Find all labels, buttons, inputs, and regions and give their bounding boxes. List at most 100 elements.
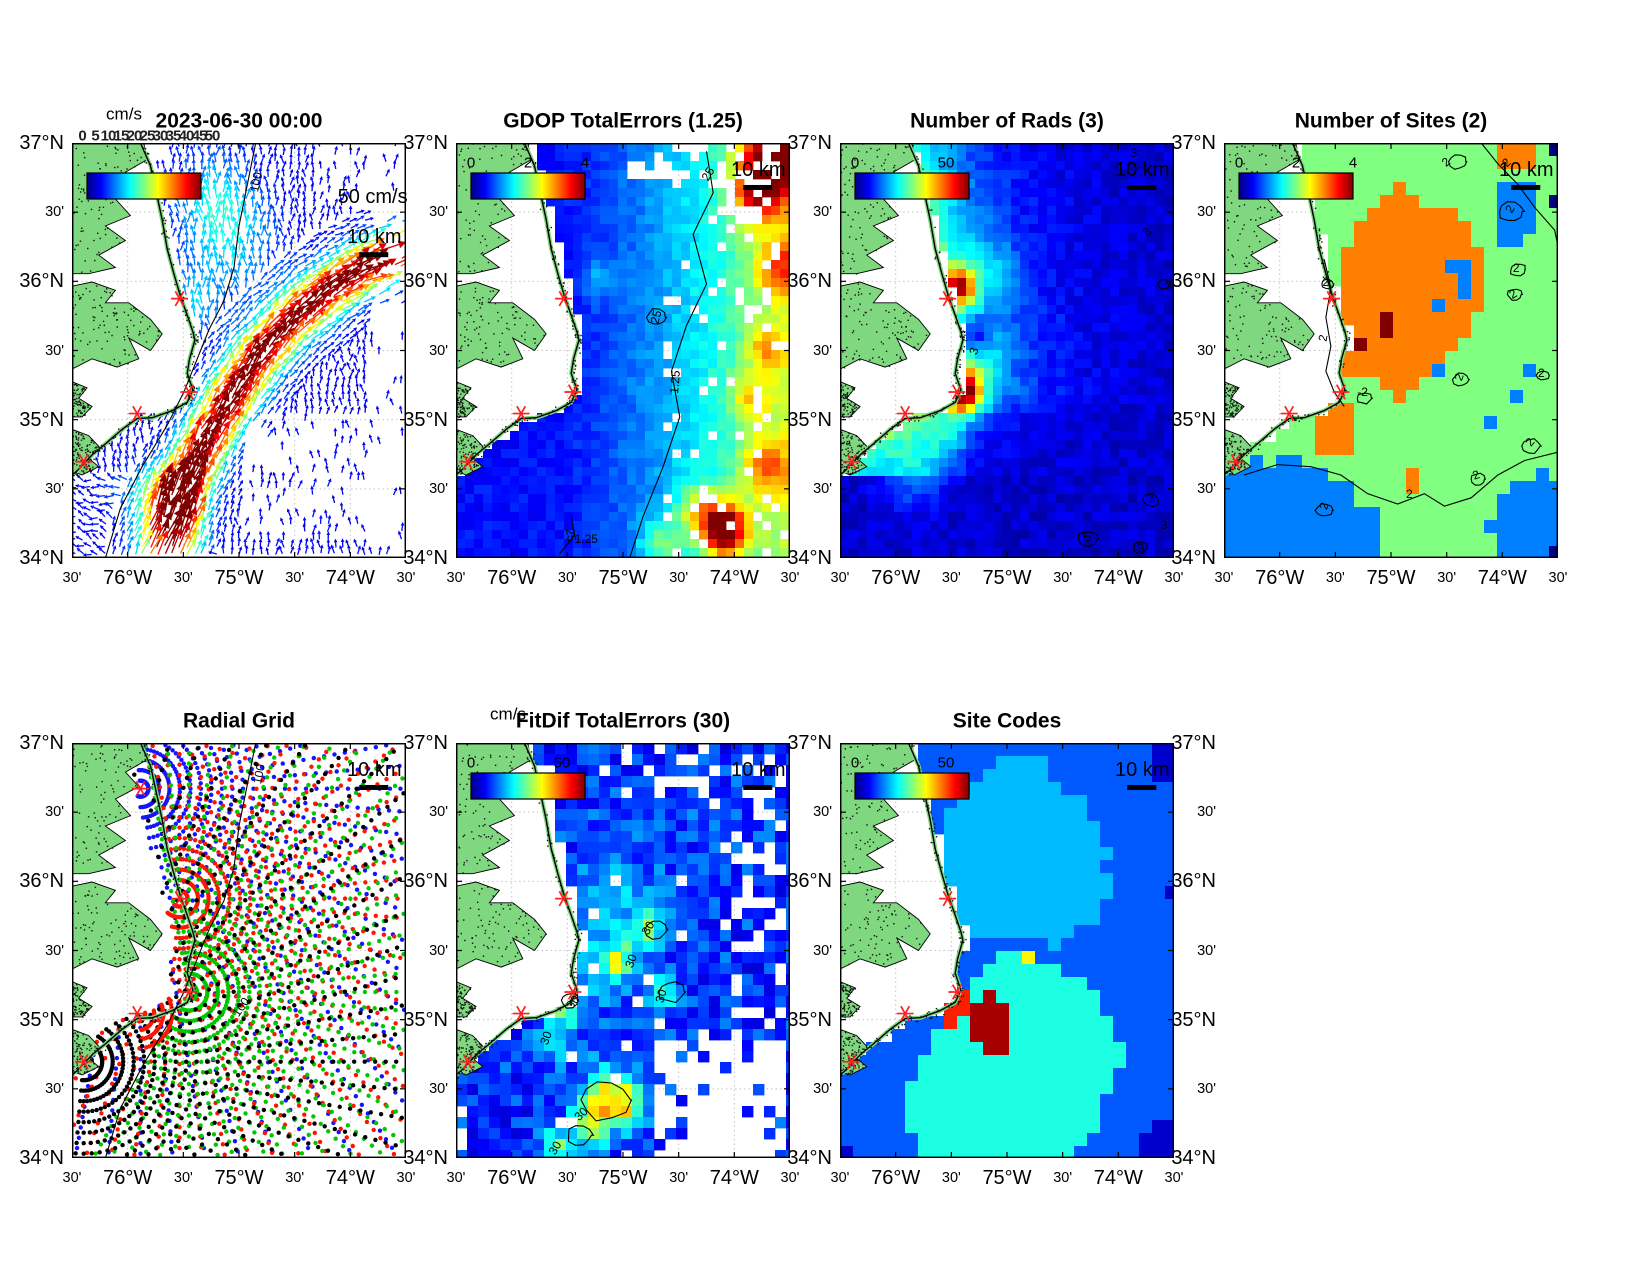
y-tick-label: 30' bbox=[429, 342, 448, 359]
y-tick-label: 37°N bbox=[19, 132, 64, 154]
contour-label: 3 bbox=[1165, 279, 1173, 294]
panel-numrads: 0 50 10 km Number of Rads (3) 37°N 30' 36°N 30'… bbox=[787, 111, 1183, 589]
x-tick-label: 30' bbox=[1437, 569, 1457, 586]
y-tick-label: 37°N bbox=[1171, 132, 1216, 154]
colorbar-tick: 15 bbox=[113, 127, 130, 145]
contour-label: 1.25 bbox=[574, 532, 598, 547]
y-tick-label: 34°N bbox=[787, 547, 832, 569]
x-tick-label: 30' bbox=[62, 1169, 82, 1186]
x-tick-label: 76°W bbox=[487, 1167, 537, 1189]
colorbar-units-label: cm/s bbox=[490, 704, 526, 724]
contour-label: 1.25 bbox=[666, 369, 683, 394]
x-tick-label: 30' bbox=[446, 1169, 466, 1186]
y-tick-label: 35°N bbox=[19, 408, 64, 431]
y-tick-label: 36°N bbox=[19, 270, 64, 293]
scalebar-label: 10 km bbox=[1115, 758, 1170, 781]
x-tick-label: 30' bbox=[446, 569, 466, 586]
y-tick-label: 30' bbox=[429, 1080, 448, 1097]
y-tick-label: 34°N bbox=[19, 1147, 64, 1169]
x-tick-label: 75°W bbox=[598, 1167, 648, 1189]
colorbar-tick: 50 bbox=[937, 754, 955, 772]
x-tick-label: 30' bbox=[173, 1169, 193, 1186]
x-tick-label: 76°W bbox=[103, 1167, 153, 1189]
colorbar-units-label: cm/s bbox=[106, 104, 142, 124]
colorbar-tick: 4 bbox=[1348, 154, 1358, 172]
y-tick-label: 37°N bbox=[19, 732, 64, 754]
x-tick-label: 76°W bbox=[103, 567, 153, 589]
colorbar-tick: 0 bbox=[850, 154, 860, 172]
y-tick-label: 30' bbox=[45, 342, 64, 359]
panel-numrads-map-canvas bbox=[840, 143, 1174, 558]
contour-label: 3 bbox=[1160, 517, 1168, 532]
contour-label: 2 bbox=[1406, 486, 1413, 501]
colorbar-tick: 10 bbox=[100, 127, 117, 145]
x-tick-label: 30' bbox=[396, 569, 416, 586]
y-tick-label: 30' bbox=[1197, 1080, 1216, 1097]
scalebar-label: 10 km bbox=[347, 226, 402, 249]
x-tick-label: 74°W bbox=[1093, 567, 1143, 589]
x-tick-label: 30' bbox=[285, 569, 305, 586]
x-tick-label: 30' bbox=[1325, 569, 1345, 586]
x-tick-label: 30' bbox=[669, 569, 689, 586]
x-tick-label: 30' bbox=[173, 569, 193, 586]
x-tick-label: 76°W bbox=[871, 1167, 921, 1189]
x-tick-label: 30' bbox=[830, 1169, 850, 1186]
y-tick-label: 35°N bbox=[1171, 408, 1216, 431]
y-tick-label: 30' bbox=[813, 942, 832, 959]
y-tick-label: 30' bbox=[1197, 203, 1216, 220]
x-tick-label: 30' bbox=[1053, 1169, 1073, 1186]
y-tick-label: 30' bbox=[1197, 342, 1216, 359]
y-tick-label: 30' bbox=[813, 342, 832, 359]
panel-title: Number of Sites (2) bbox=[1294, 109, 1488, 133]
contour-label: 3 bbox=[1130, 146, 1138, 161]
x-tick-label: 30' bbox=[396, 1169, 416, 1186]
y-tick-label: 34°N bbox=[19, 547, 64, 569]
x-tick-label: 76°W bbox=[871, 567, 921, 589]
x-tick-label: 30' bbox=[669, 1169, 689, 1186]
y-tick-label: 30' bbox=[1197, 803, 1216, 820]
x-tick-label: 30' bbox=[830, 569, 850, 586]
y-tick-label: 30' bbox=[45, 1080, 64, 1097]
panel-currents: 0 5 10 15 20 25 30 35 40 45 50 cm/s 50 cm/s 10 km 2023… bbox=[19, 106, 415, 589]
y-tick-label: 37°N bbox=[403, 132, 448, 154]
y-tick-label: 30' bbox=[813, 1080, 832, 1097]
y-tick-label: 37°N bbox=[403, 732, 448, 754]
y-tick-label: 36°N bbox=[19, 870, 64, 893]
colorbar-tick: 20 bbox=[126, 127, 143, 145]
y-tick-label: 36°N bbox=[1171, 270, 1216, 293]
x-tick-label: 74°W bbox=[1477, 567, 1527, 589]
y-tick-label: 34°N bbox=[1171, 1147, 1216, 1169]
colorbar-tick: 50 bbox=[937, 154, 955, 172]
y-tick-label: 30' bbox=[45, 203, 64, 220]
y-tick-label: 30' bbox=[429, 203, 448, 220]
y-tick-label: 35°N bbox=[403, 1008, 448, 1031]
y-tick-label: 30' bbox=[429, 480, 448, 497]
x-tick-label: 30' bbox=[62, 569, 82, 586]
panel-gdop-map-canvas bbox=[456, 143, 790, 558]
colorbar-tick: 2 bbox=[523, 154, 533, 172]
x-tick-label: 75°W bbox=[982, 567, 1032, 589]
x-tick-label: 75°W bbox=[598, 567, 648, 589]
panel-gdop: 0 2 4 10 km GDOP TotalErrors (1.25) 37°N 30' 36… bbox=[403, 111, 799, 589]
x-tick-label: 74°W bbox=[709, 567, 759, 589]
colorbar-tick: 0 bbox=[850, 754, 860, 772]
y-tick-label: 37°N bbox=[787, 132, 832, 154]
x-tick-label: 30' bbox=[941, 1169, 961, 1186]
x-tick-label: 30' bbox=[557, 1169, 577, 1186]
y-tick-label: 37°N bbox=[1171, 732, 1216, 754]
contour-label: 100 bbox=[246, 171, 265, 194]
x-tick-label: 30' bbox=[780, 1169, 800, 1186]
colorbar-tick: 25 bbox=[139, 127, 156, 145]
y-tick-label: 34°N bbox=[403, 547, 448, 569]
x-tick-label: 76°W bbox=[1255, 567, 1305, 589]
x-tick-label: 30' bbox=[285, 1169, 305, 1186]
panel-numsites-map-canvas bbox=[1224, 143, 1558, 558]
contour-label: 25 bbox=[563, 527, 580, 543]
scalebar-label: 10 km bbox=[347, 758, 402, 781]
colorbar-tick: 0 bbox=[466, 154, 476, 172]
colorbar-tick: 30 bbox=[152, 127, 169, 145]
panel-currents-map-canvas bbox=[72, 143, 406, 558]
y-tick-label: 35°N bbox=[19, 1008, 64, 1031]
x-tick-label: 74°W bbox=[325, 1167, 375, 1189]
